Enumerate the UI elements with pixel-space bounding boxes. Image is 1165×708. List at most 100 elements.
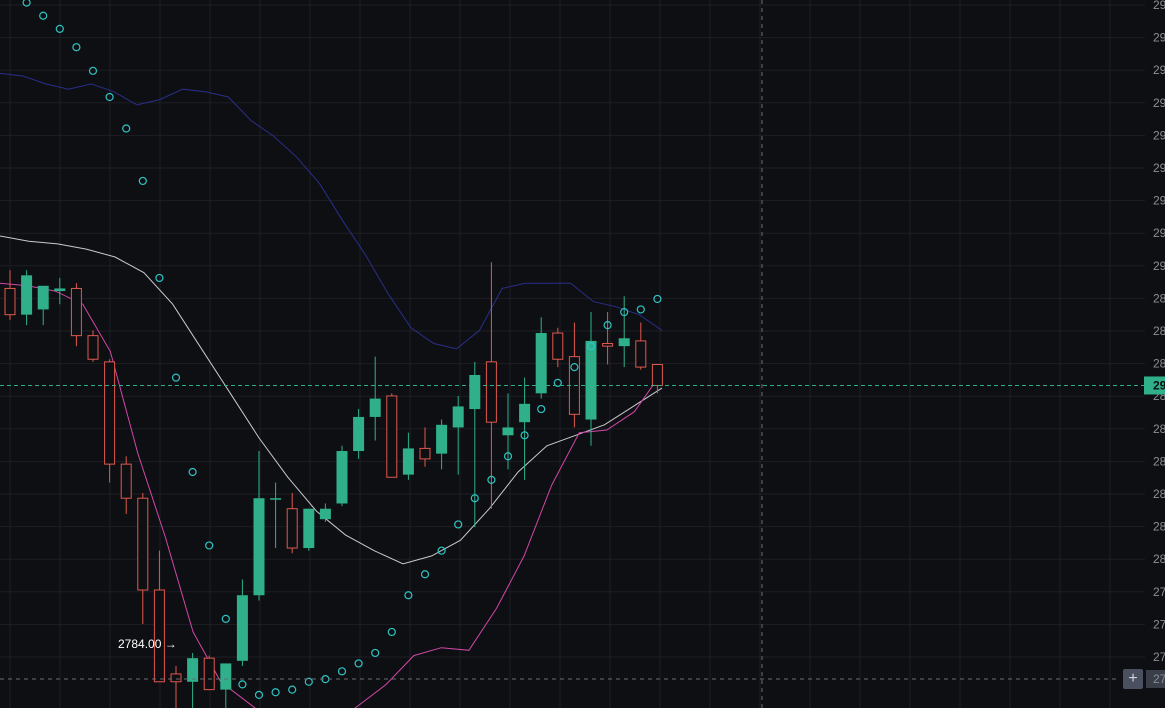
sar-dot (470, 494, 479, 503)
sar-dot (620, 307, 629, 317)
candle-body (651, 363, 663, 386)
candle (87, 330, 99, 362)
sar-dot (420, 570, 430, 579)
candle (502, 393, 514, 470)
sar-dot (238, 680, 247, 689)
price-tick-label: 27 (1153, 650, 1165, 664)
sar-dot (570, 363, 579, 372)
plus-icon[interactable]: + (1123, 669, 1143, 689)
candle-body (203, 657, 215, 691)
sar-dot (603, 321, 612, 330)
price-tick-label: 29 (1153, 226, 1165, 240)
price-tick-label: 27 (1153, 617, 1165, 631)
price-axis: 2929292929292929292828282828282828282727… (1144, 0, 1165, 688)
candle (253, 451, 265, 601)
candle (187, 652, 199, 708)
sar-dot (537, 404, 546, 414)
candle-body (436, 424, 448, 454)
price-tick-label: 27 (1153, 585, 1165, 599)
sar-dot (22, 0, 31, 7)
candle-body (4, 287, 16, 316)
candle (70, 283, 82, 347)
sar-dot (105, 92, 114, 102)
candle (519, 377, 531, 480)
candle (220, 663, 232, 708)
candle-body (402, 448, 414, 475)
low-price-annotation: 2784.00 → (118, 637, 177, 651)
sar-dot (188, 467, 197, 477)
candle-body (618, 338, 630, 347)
candle-body (153, 589, 165, 683)
price-tick-label: 29 (1153, 161, 1165, 175)
sar-dot (171, 373, 181, 382)
sar-dot (288, 685, 297, 694)
sar-dot (653, 294, 662, 304)
candle (402, 432, 414, 480)
sar-dot (454, 520, 463, 529)
price-tick-label: 29 (1153, 128, 1165, 142)
candle-body (187, 658, 199, 682)
sar-dot (55, 24, 64, 33)
candle (236, 579, 248, 667)
candle (170, 666, 182, 708)
price-tick-label: 29 (1153, 194, 1165, 208)
candle-body (469, 374, 481, 410)
candle-body (253, 498, 265, 596)
crosshair-price-label: 27 (1153, 672, 1165, 686)
candle (618, 296, 630, 368)
candle (436, 419, 448, 470)
candle (419, 427, 431, 467)
price-tick-label: 29 (1153, 31, 1165, 45)
sar-dot (271, 688, 280, 697)
candle (37, 285, 49, 326)
candle (535, 317, 547, 399)
candles-layer (4, 262, 663, 708)
price-tick-label: 28 (1153, 552, 1165, 566)
price-tick-label: 29 (1153, 63, 1165, 77)
candle (303, 508, 315, 551)
candle (286, 492, 298, 554)
sar-dot (39, 11, 48, 20)
parabolic-sar-layer (22, 0, 662, 699)
candle (336, 445, 348, 507)
price-tick-label: 28 (1153, 520, 1165, 534)
sar-dot (404, 591, 413, 600)
candle (54, 277, 66, 305)
sar-dot (503, 452, 513, 461)
bollinger-lower-line (0, 282, 663, 708)
crosshair-price-tag (1146, 670, 1165, 688)
candle (203, 655, 215, 691)
candle (386, 393, 398, 478)
candle-body (336, 451, 348, 504)
candle-body (635, 340, 647, 368)
candle-body (137, 497, 149, 591)
sar-dot (155, 273, 164, 283)
candle (651, 363, 663, 394)
sar-dot (354, 659, 363, 668)
sar-dot (437, 546, 446, 555)
candle (153, 550, 165, 683)
sar-dot (487, 475, 496, 484)
candle (319, 503, 331, 522)
candle (369, 356, 381, 441)
bollinger-bands (0, 72, 663, 708)
candle-body (120, 463, 132, 499)
sar-dot (553, 378, 562, 387)
price-tick-label: 28 (1153, 291, 1165, 305)
candle (270, 482, 282, 549)
candle-body (303, 508, 315, 549)
sar-dot (72, 43, 81, 52)
price-tick-label: 28 (1153, 324, 1165, 338)
sar-dot (221, 614, 230, 623)
candle-body (452, 406, 464, 428)
candle-body (170, 673, 182, 683)
sar-dot (304, 677, 313, 686)
price-tick-label: 29 (1153, 0, 1165, 12)
candle (104, 359, 116, 483)
candle (635, 322, 647, 370)
candle (469, 361, 481, 528)
sar-dot (520, 431, 529, 440)
candle-body (270, 498, 282, 500)
